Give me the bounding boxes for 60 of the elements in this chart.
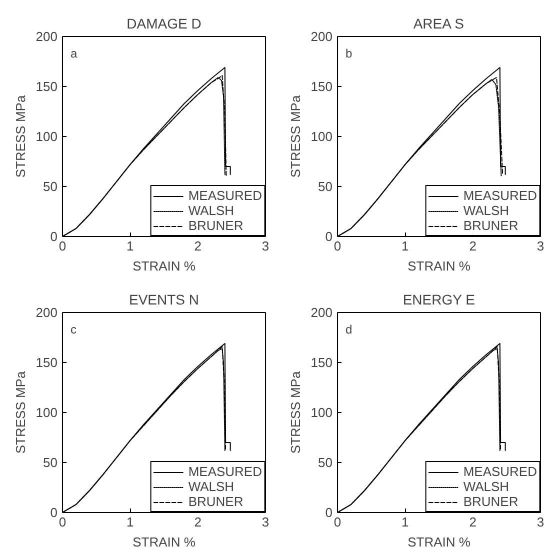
y-tick-label: 100	[36, 405, 58, 420]
chart-title: DAMAGE D	[126, 16, 202, 32]
y-tick-label: 150	[310, 355, 333, 370]
x-tick-label: 1	[402, 514, 409, 530]
y-tick-label: 50	[318, 179, 333, 194]
x-tick-label: 2	[469, 238, 476, 254]
x-axis-title: STRAIN %	[408, 258, 471, 274]
y-tick-label: 200	[310, 29, 333, 44]
y-tick-label: 150	[36, 79, 58, 94]
y-tick-label: 0	[50, 229, 58, 244]
legend-label: WALSH	[188, 203, 234, 218]
x-tick-label: 2	[469, 514, 476, 530]
x-tick-label: 3	[536, 238, 544, 254]
x-tick-label: 2	[194, 514, 202, 530]
x-axis-title: STRAIN %	[132, 534, 196, 550]
annotation: d	[346, 322, 352, 336]
y-tick-label: 150	[36, 355, 58, 370]
chart-title: ENERGY E	[402, 292, 475, 308]
chart-title: EVENTS N	[128, 292, 200, 308]
legend-label: WALSH	[463, 479, 510, 494]
legend-label: BRUNER	[463, 494, 518, 509]
legend-label: MEASURED	[188, 464, 262, 479]
annotation: a	[70, 46, 78, 60]
x-tick-label: 3	[262, 514, 270, 530]
legend-label: WALSH	[188, 479, 234, 494]
y-tick-label: 100	[36, 129, 58, 144]
y-tick-label: 150	[310, 79, 333, 94]
y-axis-title: STRESS MPa	[288, 94, 303, 178]
chart-title: AREA S	[413, 16, 464, 32]
y-axis-title: STRESS MPa	[288, 370, 303, 454]
y-tick-label: 200	[310, 305, 333, 320]
y-tick-label: 100	[310, 405, 333, 420]
y-tick-label: 50	[43, 455, 58, 470]
legend-label: BRUNER	[188, 218, 244, 233]
y-tick-label: 50	[43, 179, 58, 194]
legend-label: BRUNER	[463, 218, 518, 233]
x-tick-label: 1	[402, 238, 409, 254]
x-tick-label: 3	[536, 514, 544, 530]
y-tick-label: 200	[36, 305, 58, 320]
y-tick-label: 0	[325, 505, 333, 520]
y-tick-label: 100	[310, 129, 333, 144]
legend-label: BRUNER	[188, 494, 244, 509]
legend-label: MEASURED	[463, 464, 537, 479]
x-tick-label: 2	[194, 238, 202, 254]
y-axis-title: STRESS MPa	[12, 370, 28, 454]
x-axis-title: STRAIN %	[132, 258, 196, 274]
y-tick-label: 0	[325, 229, 333, 244]
legend-label: MEASURED	[463, 188, 537, 203]
annotation: c	[70, 322, 76, 336]
legend-label: WALSH	[463, 203, 510, 218]
y-tick-label: 200	[36, 29, 58, 44]
x-axis-title: STRAIN %	[408, 534, 471, 550]
x-tick-label: 1	[126, 514, 134, 530]
legend-label: MEASURED	[188, 188, 262, 203]
annotation: b	[346, 46, 352, 60]
y-tick-label: 50	[318, 455, 333, 470]
y-tick-label: 0	[50, 505, 58, 520]
y-axis-title: STRESS MPa	[12, 94, 28, 178]
x-tick-label: 3	[262, 238, 270, 254]
x-tick-label: 1	[126, 238, 134, 254]
